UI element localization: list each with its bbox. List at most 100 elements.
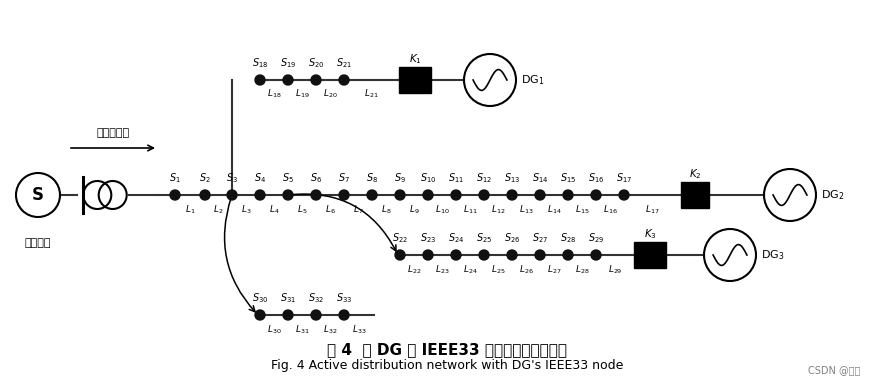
Text: $S_{28}$: $S_{28}$ — [560, 231, 577, 245]
Text: $S_{20}$: $S_{20}$ — [308, 56, 325, 70]
Text: $K_3$: $K_3$ — [644, 227, 656, 241]
Text: $K_1$: $K_1$ — [409, 52, 421, 66]
Text: $S_{18}$: $S_{18}$ — [252, 56, 268, 70]
Text: $L_{30}$: $L_{30}$ — [266, 323, 282, 336]
Text: $L_8$: $L_8$ — [381, 203, 392, 216]
Text: $L_{32}$: $L_{32}$ — [323, 323, 337, 336]
Circle shape — [283, 310, 293, 320]
Circle shape — [255, 75, 265, 85]
Text: $L_{11}$: $L_{11}$ — [463, 203, 477, 216]
Text: 图 4  含 DG 的 IEEE33 节点主动配电网网络: 图 4 含 DG 的 IEEE33 节点主动配电网网络 — [327, 343, 567, 357]
Bar — [399, 67, 431, 93]
Circle shape — [507, 250, 517, 260]
Text: 电源正方向: 电源正方向 — [97, 128, 130, 138]
Text: 系统电源: 系统电源 — [25, 238, 51, 248]
Text: $L_{27}$: $L_{27}$ — [547, 263, 561, 275]
Text: $S_{16}$: $S_{16}$ — [587, 171, 604, 185]
Text: $L_{28}$: $L_{28}$ — [575, 263, 589, 275]
Text: $L_2$: $L_2$ — [214, 203, 224, 216]
Text: $L_{33}$: $L_{33}$ — [351, 323, 367, 336]
Text: $S_{19}$: $S_{19}$ — [280, 56, 296, 70]
Text: $L_{12}$: $L_{12}$ — [491, 203, 505, 216]
Text: $S_{26}$: $S_{26}$ — [504, 231, 520, 245]
Text: $S_{33}$: $S_{33}$ — [336, 291, 352, 305]
Text: $K_2$: $K_2$ — [688, 167, 701, 181]
Text: $S_6$: $S_6$ — [310, 171, 322, 185]
Circle shape — [200, 190, 210, 200]
Text: $S_{25}$: $S_{25}$ — [476, 231, 492, 245]
Text: $L_{17}$: $L_{17}$ — [645, 203, 660, 216]
Circle shape — [619, 190, 629, 200]
Circle shape — [283, 190, 293, 200]
Text: $L_6$: $L_6$ — [325, 203, 335, 216]
Text: $S_{24}$: $S_{24}$ — [448, 231, 464, 245]
Bar — [681, 182, 709, 208]
Text: $L_{25}$: $L_{25}$ — [491, 263, 505, 275]
Text: $S_7$: $S_7$ — [338, 171, 350, 185]
Text: $L_{20}$: $L_{20}$ — [323, 88, 337, 101]
Text: $S_{21}$: $S_{21}$ — [336, 56, 352, 70]
Text: $L_{14}$: $L_{14}$ — [546, 203, 561, 216]
Circle shape — [339, 75, 349, 85]
Circle shape — [367, 190, 377, 200]
Text: S: S — [32, 186, 44, 204]
Circle shape — [423, 190, 433, 200]
Circle shape — [591, 250, 601, 260]
Circle shape — [479, 250, 489, 260]
Text: $L_{31}$: $L_{31}$ — [295, 323, 309, 336]
Text: $L_{16}$: $L_{16}$ — [603, 203, 618, 216]
Text: $L_7$: $L_7$ — [353, 203, 363, 216]
Text: $S_{22}$: $S_{22}$ — [392, 231, 408, 245]
Text: $S_8$: $S_8$ — [366, 171, 378, 185]
Text: $L_{15}$: $L_{15}$ — [575, 203, 589, 216]
Circle shape — [311, 190, 321, 200]
Text: $S_1$: $S_1$ — [169, 171, 181, 185]
Text: $L_4$: $L_4$ — [269, 203, 279, 216]
Text: $S_5$: $S_5$ — [282, 171, 294, 185]
Text: CSDN @天南: CSDN @天南 — [807, 365, 860, 375]
Text: $S_{11}$: $S_{11}$ — [448, 171, 464, 185]
Text: $S_{29}$: $S_{29}$ — [588, 231, 604, 245]
Text: $S_{13}$: $S_{13}$ — [504, 171, 520, 185]
Circle shape — [507, 190, 517, 200]
Text: $L_{29}$: $L_{29}$ — [608, 263, 622, 275]
Circle shape — [535, 250, 545, 260]
Text: $L_{13}$: $L_{13}$ — [519, 203, 533, 216]
Circle shape — [451, 190, 461, 200]
Circle shape — [423, 250, 433, 260]
Bar — [634, 242, 666, 268]
Circle shape — [395, 250, 405, 260]
Text: $L_{23}$: $L_{23}$ — [434, 263, 450, 275]
Text: $L_{21}$: $L_{21}$ — [364, 88, 379, 101]
Text: $L_{10}$: $L_{10}$ — [434, 203, 450, 216]
Circle shape — [170, 190, 180, 200]
Text: $S_{32}$: $S_{32}$ — [308, 291, 324, 305]
Text: $S_4$: $S_4$ — [254, 171, 266, 185]
Text: DG$_1$: DG$_1$ — [521, 73, 544, 87]
Text: $L_{24}$: $L_{24}$ — [463, 263, 477, 275]
Text: Fig. 4 Active distribution network with DG's IEEE33 node: Fig. 4 Active distribution network with … — [271, 360, 623, 373]
Text: $S_2$: $S_2$ — [199, 171, 211, 185]
Circle shape — [283, 75, 293, 85]
Text: $S_{14}$: $S_{14}$ — [532, 171, 548, 185]
Text: $L_9$: $L_9$ — [409, 203, 419, 216]
Circle shape — [591, 190, 601, 200]
Text: $S_{17}$: $S_{17}$ — [616, 171, 632, 185]
Circle shape — [535, 190, 545, 200]
Circle shape — [563, 250, 573, 260]
Circle shape — [479, 190, 489, 200]
Circle shape — [339, 190, 349, 200]
Text: $S_9$: $S_9$ — [394, 171, 406, 185]
Text: DG$_2$: DG$_2$ — [821, 188, 845, 202]
Text: $S_{12}$: $S_{12}$ — [476, 171, 492, 185]
Text: $L_{22}$: $L_{22}$ — [407, 263, 421, 275]
Circle shape — [563, 190, 573, 200]
Text: $S_{27}$: $S_{27}$ — [532, 231, 548, 245]
Text: $L_5$: $L_5$ — [297, 203, 308, 216]
Circle shape — [311, 75, 321, 85]
Text: $L_{18}$: $L_{18}$ — [266, 88, 282, 101]
Text: $S_{30}$: $S_{30}$ — [252, 291, 268, 305]
Text: $L_3$: $L_3$ — [240, 203, 251, 216]
Text: $L_{26}$: $L_{26}$ — [519, 263, 534, 275]
Circle shape — [339, 310, 349, 320]
